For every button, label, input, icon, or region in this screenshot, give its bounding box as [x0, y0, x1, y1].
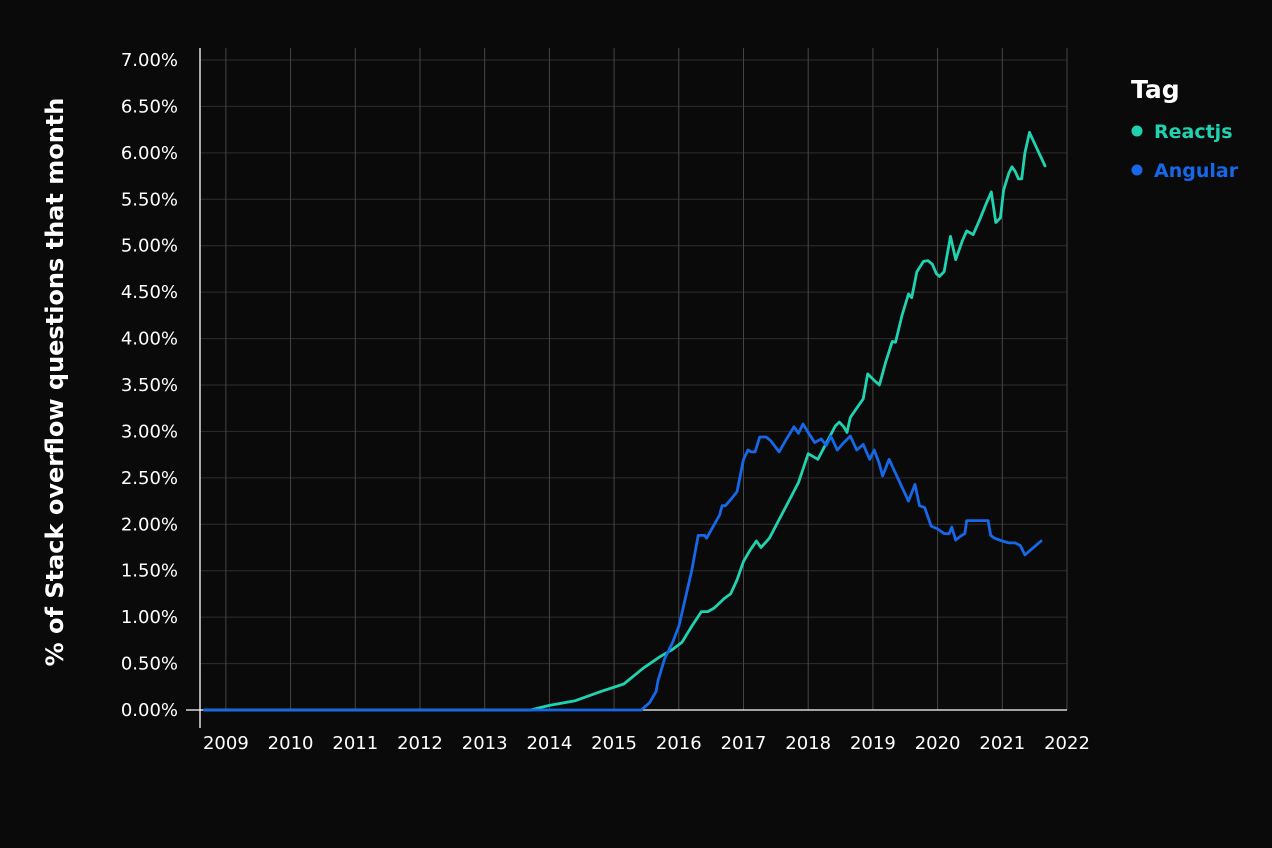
legend-label-angular: Angular: [1154, 160, 1239, 182]
series: [203, 131, 1047, 712]
legend-swatch-angular: [1131, 164, 1143, 176]
x-tick-label: 2009: [203, 733, 249, 754]
legend-label-reactjs: Reactjs: [1154, 121, 1233, 143]
x-tick-label: 2022: [1044, 733, 1090, 754]
y-tick-label: 1.50%: [121, 561, 178, 582]
x-tick-label: 2014: [526, 733, 572, 754]
axes: [186, 48, 1067, 728]
legend: Tag Reactjs Angular: [1131, 75, 1239, 182]
legend-swatch-reactjs: [1131, 125, 1143, 137]
y-tick-label: 2.00%: [121, 514, 178, 535]
x-tick-label: 2012: [397, 733, 443, 754]
y-tick-label: 3.00%: [121, 421, 178, 442]
y-tick-label: 2.50%: [121, 468, 178, 489]
x-tick-label: 2021: [979, 733, 1025, 754]
legend-title: Tag: [1131, 75, 1180, 104]
y-tick-label: 7.00%: [121, 50, 178, 71]
y-tick-label: 0.50%: [121, 654, 178, 675]
x-tick-label: 2017: [721, 733, 767, 754]
y-tick-label: 5.00%: [121, 236, 178, 257]
y-tick-labels: 0.00% 0.50% 1.00% 1.50% 2.00% 2.50% 3.00% 3.50%…: [121, 50, 178, 721]
y-tick-label: 0.00%: [121, 700, 178, 721]
y-tick-label: 4.50%: [121, 282, 178, 303]
y-tick-label: 5.50%: [121, 189, 178, 210]
x-tick-label: 2011: [332, 733, 378, 754]
grid: [200, 48, 1068, 710]
x-tick-label: 2013: [462, 733, 508, 754]
x-tick-label: 2010: [268, 733, 314, 754]
series-line-reactjs: [203, 131, 1047, 712]
x-tick-label: 2015: [591, 733, 637, 754]
y-tick-label: 3.50%: [121, 375, 178, 396]
legend-items: Reactjs Angular: [1131, 121, 1239, 182]
y-tick-label: 6.00%: [121, 143, 178, 164]
y-tick-label: 4.00%: [121, 329, 178, 350]
y-tick-label: 1.00%: [121, 607, 178, 628]
x-tick-label: 2019: [850, 733, 896, 754]
y-axis-label: % of Stack overflow questions that month: [41, 98, 69, 667]
x-tick-label: 2018: [785, 733, 831, 754]
x-tick-labels: 2009 2010 2011 2012 2013 2014 2015 2016 2017 2018…: [203, 733, 1090, 754]
series-line-angular: [203, 422, 1043, 712]
x-tick-label: 2016: [656, 733, 702, 754]
y-tick-label: 6.50%: [121, 96, 178, 117]
x-tick-label: 2020: [915, 733, 961, 754]
